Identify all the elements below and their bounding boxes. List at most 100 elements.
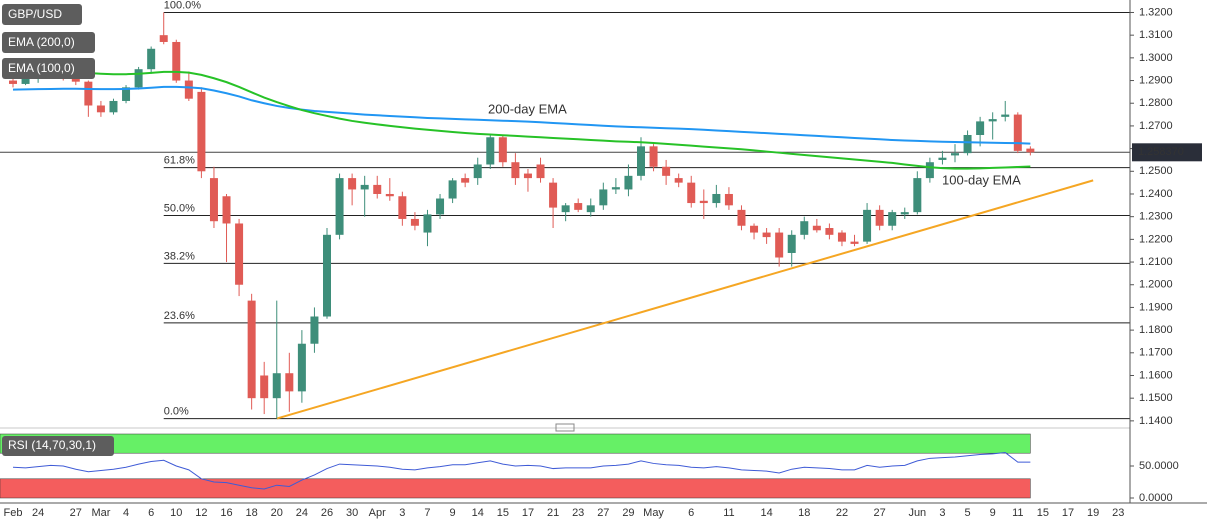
x-tick-label: 14	[472, 507, 484, 519]
x-tick-label: 7	[424, 507, 430, 519]
candle-body	[574, 203, 583, 210]
candle-body	[272, 373, 281, 399]
x-tick-label: 3	[939, 507, 945, 519]
x-tick-label: 11	[1012, 507, 1023, 519]
candle-body	[448, 180, 457, 199]
candle-body	[109, 100, 118, 113]
y-tick-label: 1.1600	[1139, 369, 1173, 381]
pane-handle[interactable]	[555, 423, 575, 432]
annotation: 100-day EMA	[942, 172, 1021, 187]
rsi-y-tick-label: 0.0000	[1139, 492, 1173, 504]
x-tick-label: Apr	[369, 507, 386, 519]
fib-label: 61.8%	[164, 155, 195, 167]
candle-body	[800, 221, 809, 235]
x-tick-label: 20	[271, 507, 283, 519]
candle-body	[674, 178, 683, 183]
candle-body	[837, 232, 846, 242]
x-tick-label: 16	[220, 507, 232, 519]
candle-body	[649, 146, 658, 167]
candle-body	[247, 300, 256, 399]
y-tick-label: 1.1400	[1139, 415, 1173, 427]
candle-body	[159, 35, 168, 42]
y-tick-label: 1.2800	[1139, 97, 1173, 109]
x-tick-label: 24	[296, 507, 308, 519]
candle-body	[1026, 148, 1035, 153]
candle-body	[888, 212, 897, 226]
candle-body	[536, 164, 545, 179]
candle-body	[385, 193, 394, 197]
x-tick-label: Jun	[908, 507, 926, 519]
ema-line	[12, 85, 1031, 145]
fib-label: 38.2%	[164, 250, 195, 262]
y-tick-label: 1.1500	[1139, 392, 1173, 404]
candle-body	[235, 223, 244, 285]
y-tick-label: 1.2400	[1139, 188, 1173, 200]
x-tick-label: 27	[70, 507, 82, 519]
y-tick-label: 1.1800	[1139, 324, 1173, 336]
x-tick-label: 27	[597, 507, 609, 519]
candle-body	[988, 119, 997, 122]
x-tick-label: 6	[688, 507, 694, 519]
x-tick-label: 12	[195, 507, 207, 519]
candle-body	[875, 209, 884, 226]
trendline	[276, 179, 1094, 420]
candle-body	[812, 225, 821, 231]
y-tick-label: 1.3100	[1139, 29, 1173, 41]
candle-body	[147, 48, 156, 70]
x-tick-label: 3	[399, 507, 405, 519]
legend-box	[2, 436, 114, 456]
x-tick-label: 9	[450, 507, 456, 519]
candle-body	[96, 105, 105, 113]
legend-entry: EMA (200,0)	[8, 35, 75, 49]
candle-body	[360, 184, 369, 190]
candle-body	[976, 121, 985, 135]
y-tick-label: 1.3000	[1139, 52, 1173, 64]
candle-body	[209, 178, 218, 222]
candle-body	[624, 175, 633, 190]
candle-body	[323, 234, 331, 317]
candle-body	[21, 78, 30, 84]
candle-body	[611, 187, 620, 190]
candle-body	[134, 69, 143, 88]
candle-body	[9, 80, 17, 84]
x-tick-label: 10	[170, 507, 182, 519]
candle-body	[850, 241, 859, 244]
rsi-line	[12, 452, 1031, 490]
legend-box	[2, 58, 95, 79]
y-tick-label: 1.2300	[1139, 211, 1173, 223]
candle-body	[737, 209, 746, 226]
candle-body	[423, 214, 432, 233]
x-tick-label: 17	[1062, 507, 1074, 519]
candle-body	[586, 205, 595, 213]
x-tick-label: Mar	[91, 507, 110, 519]
candle-body	[963, 134, 972, 154]
fib-label: 23.6%	[164, 310, 195, 322]
x-tick-label: 17	[522, 507, 534, 519]
x-tick-label: 21	[547, 507, 559, 519]
y-tick-label: 1.2900	[1139, 74, 1173, 86]
legend-entry: EMA (100,0)	[8, 61, 75, 75]
candle-body	[938, 157, 947, 160]
candle-body	[410, 218, 419, 226]
fib-label: 50.0%	[164, 202, 195, 214]
y-tick-label: 1.2000	[1139, 279, 1173, 291]
last-price-box	[1132, 143, 1202, 162]
x-tick-label: 26	[321, 507, 333, 519]
rsi-band	[0, 478, 1031, 499]
candle-body	[310, 316, 319, 344]
y-tick-label: 1.1900	[1139, 301, 1173, 313]
price-pane: 100.0% 61.8% 50.0% 38.2% 23.6% 0.0% 200-day EM…	[0, 0, 1130, 420]
x-tick-label: 14	[760, 507, 772, 519]
candle-body	[1001, 114, 1010, 117]
x-tick-label: 27	[874, 507, 886, 519]
x-tick-label: 30	[346, 507, 358, 519]
x-tick-label: 29	[622, 507, 634, 519]
rsi-y-tick-label: 50.0000	[1139, 460, 1179, 472]
candle-body	[184, 80, 193, 99]
candle-body	[498, 137, 507, 163]
candle-body	[724, 193, 733, 206]
x-tick-label: 15	[1037, 507, 1049, 519]
x-tick-label: 11	[723, 507, 734, 519]
fib-label: 100.0%	[164, 0, 202, 11]
